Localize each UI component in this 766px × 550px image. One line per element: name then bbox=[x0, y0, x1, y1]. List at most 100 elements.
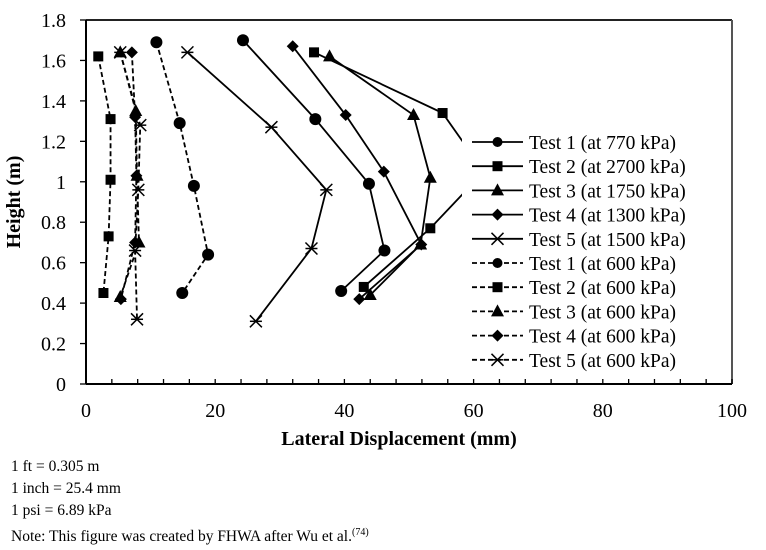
plot-area bbox=[93, 34, 489, 328]
data-point bbox=[423, 170, 437, 183]
note-inch-conversion: 1 inch = 25.4 mm bbox=[11, 480, 121, 497]
note-ft-conversion: 1 ft = 0.305 m bbox=[11, 458, 100, 475]
data-point bbox=[103, 231, 114, 242]
data-point bbox=[353, 293, 366, 306]
legend-marker bbox=[492, 161, 503, 172]
legend-label: Test 4 (at 1300 kPa) bbox=[529, 206, 686, 227]
y-tick-label: 0.6 bbox=[41, 253, 66, 275]
data-point bbox=[125, 46, 138, 59]
data-point bbox=[362, 177, 375, 190]
data-point bbox=[335, 284, 348, 297]
x-axis-label: Lateral Displacement (mm) bbox=[281, 428, 517, 450]
x-tick-label: 80 bbox=[593, 400, 613, 422]
data-point bbox=[150, 36, 163, 49]
legend-item: Test 5 (at 1500 kPa) bbox=[472, 230, 686, 251]
data-point bbox=[437, 108, 448, 119]
y-tick-label: 1.2 bbox=[41, 131, 66, 153]
data-point bbox=[358, 281, 369, 292]
series-line bbox=[97, 56, 112, 294]
series-10 bbox=[113, 45, 147, 326]
data-point bbox=[319, 183, 333, 197]
legend-label: Test 5 (at 1500 kPa) bbox=[529, 230, 686, 251]
legend-item: Test 2 (at 2700 kPa) bbox=[472, 157, 686, 178]
legend-marker bbox=[491, 208, 504, 221]
data-point bbox=[363, 288, 377, 301]
x-tick-label: 0 bbox=[81, 400, 91, 422]
legend-marker bbox=[490, 232, 505, 246]
legend-item: Test 1 (at 600 kPa) bbox=[472, 254, 676, 275]
legend-label: Test 2 (at 600 kPa) bbox=[529, 278, 676, 299]
y-tick-label: 0.2 bbox=[41, 334, 66, 356]
data-point bbox=[173, 117, 186, 130]
data-point bbox=[264, 120, 278, 134]
series-line bbox=[313, 51, 486, 288]
y-tick-label: 0.8 bbox=[41, 212, 66, 234]
legend-item: Test 3 (at 600 kPa) bbox=[472, 302, 676, 323]
series-line bbox=[242, 39, 386, 292]
series-line bbox=[186, 51, 328, 322]
data-point bbox=[304, 241, 318, 256]
series-6 bbox=[150, 36, 215, 299]
data-point bbox=[105, 114, 116, 125]
x-tick-label: 60 bbox=[464, 400, 484, 422]
x-tick-label: 100 bbox=[717, 400, 747, 422]
series-3 bbox=[323, 49, 437, 301]
legend-item: Test 1 (at 770 kPa) bbox=[472, 133, 676, 154]
legend-item: Test 5 (at 600 kPa) bbox=[472, 351, 676, 372]
legend-marker bbox=[490, 353, 505, 367]
data-point bbox=[309, 113, 322, 126]
data-point bbox=[202, 248, 215, 261]
y-tick-label: 1.4 bbox=[41, 91, 66, 113]
data-point bbox=[407, 108, 421, 121]
figure-notes: 1 ft = 0.305 m 1 inch = 25.4 mm 1 psi = … bbox=[11, 456, 369, 548]
y-tick-label: 1.8 bbox=[41, 10, 66, 32]
data-point bbox=[180, 45, 194, 59]
legend-label: Test 4 (at 600 kPa) bbox=[529, 327, 676, 348]
legend-label: Test 1 (at 770 kPa) bbox=[529, 133, 676, 154]
data-point bbox=[425, 223, 436, 234]
legend-item: Test 3 (at 1750 kPa) bbox=[472, 181, 686, 202]
y-tick-label: 1.6 bbox=[41, 50, 66, 72]
y-tick-label: 0 bbox=[56, 374, 66, 396]
data-point bbox=[176, 287, 189, 299]
legend: Test 1 (at 770 kPa) Test 2 (at 2700 kPa) T… bbox=[462, 128, 712, 372]
y-axis-label: Height (m) bbox=[3, 156, 25, 249]
y-tick-label: 1 bbox=[56, 172, 66, 194]
legend-label: Test 3 (at 1750 kPa) bbox=[529, 181, 686, 202]
series-2 bbox=[309, 47, 489, 292]
legend-label: Test 1 (at 600 kPa) bbox=[529, 254, 676, 275]
data-point bbox=[133, 118, 147, 132]
note-source: Note: This figure was created by FHWA af… bbox=[11, 522, 369, 548]
data-point bbox=[377, 165, 390, 178]
data-point bbox=[128, 244, 142, 258]
data-point bbox=[187, 179, 200, 192]
data-point bbox=[114, 293, 127, 306]
note-psi-conversion: 1 psi = 6.89 kPa bbox=[11, 502, 112, 519]
data-point bbox=[98, 288, 109, 298]
legend-item: Test 2 (at 600 kPa) bbox=[472, 278, 676, 299]
data-point bbox=[236, 34, 249, 47]
data-point bbox=[378, 244, 391, 257]
x-tick-label: 40 bbox=[334, 400, 354, 422]
series-5 bbox=[180, 45, 333, 328]
legend-label: Test 3 (at 600 kPa) bbox=[529, 302, 676, 323]
legend-marker bbox=[492, 258, 503, 268]
data-point bbox=[309, 47, 320, 58]
data-point bbox=[415, 238, 428, 251]
data-point bbox=[339, 109, 352, 122]
data-point bbox=[131, 183, 145, 197]
data-point bbox=[130, 312, 144, 326]
legend-marker bbox=[491, 183, 504, 196]
data-point bbox=[93, 51, 104, 62]
y-tick-label: 0.4 bbox=[41, 293, 66, 315]
series-line bbox=[329, 55, 432, 296]
series-7 bbox=[93, 51, 116, 298]
legend-marker bbox=[492, 137, 503, 147]
data-point bbox=[113, 45, 127, 59]
legend-item: Test 4 (at 1300 kPa) bbox=[472, 206, 686, 227]
data-point bbox=[105, 174, 116, 185]
data-point bbox=[323, 49, 337, 62]
legend-marker bbox=[491, 329, 504, 342]
data-point bbox=[249, 314, 263, 328]
series-1 bbox=[236, 34, 391, 297]
